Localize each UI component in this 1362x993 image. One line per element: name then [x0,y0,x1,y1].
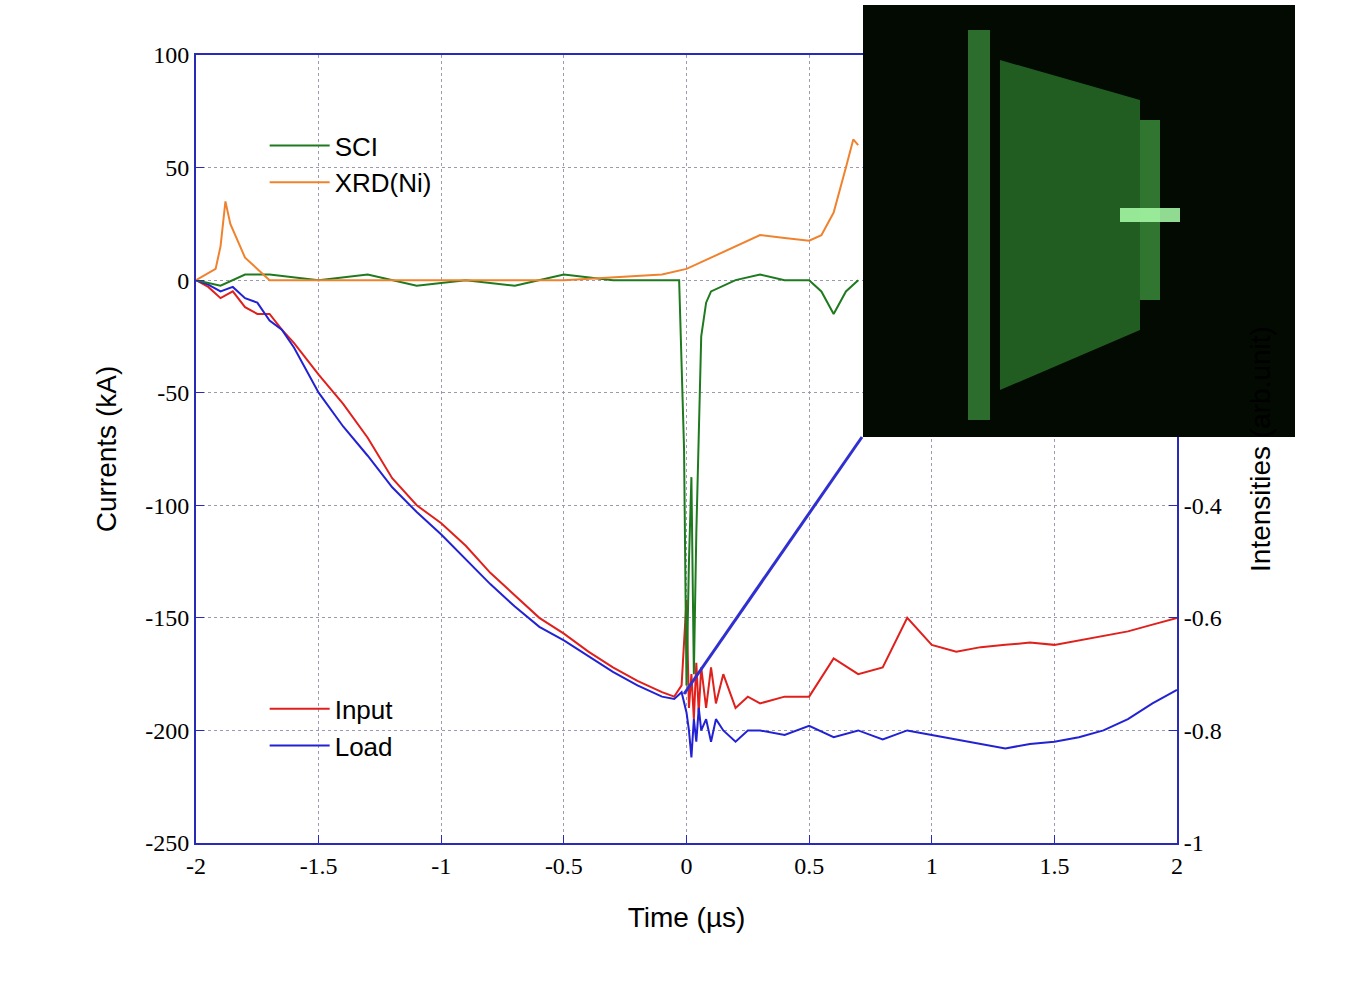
svg-text:-250: -250 [145,830,189,856]
svg-text:-2: -2 [186,853,206,879]
svg-text:-1.5: -1.5 [300,853,338,879]
svg-text:-0.8: -0.8 [1184,718,1222,744]
svg-text:Currents (kA): Currents (kA) [91,366,122,532]
svg-text:-1: -1 [1184,830,1204,856]
svg-text:Time (µs): Time (µs) [628,902,746,933]
svg-text:-0.5: -0.5 [545,853,583,879]
svg-text:SCI: SCI [335,132,378,162]
svg-text:-0.4: -0.4 [1184,493,1222,519]
svg-text:-150: -150 [145,605,189,631]
svg-text:-50: -50 [157,380,189,406]
svg-text:0.5: 0.5 [794,853,824,879]
svg-text:-0.6: -0.6 [1184,605,1222,631]
svg-text:-1: -1 [431,853,451,879]
svg-text:1.5: 1.5 [1039,853,1069,879]
svg-text:1: 1 [926,853,938,879]
svg-text:2: 2 [1171,853,1183,879]
svg-text:0: 0 [177,268,189,294]
svg-text:Input: Input [335,695,394,725]
svg-text:50: 50 [165,155,189,181]
svg-text:Intensities (arb.unit): Intensities (arb.unit) [1245,326,1276,572]
svg-text:XRD(Ni): XRD(Ni) [335,168,432,198]
svg-text:100: 100 [153,42,189,68]
svg-text:-200: -200 [145,718,189,744]
svg-text:-100: -100 [145,493,189,519]
svg-text:0: 0 [681,853,693,879]
svg-text:Load: Load [335,732,393,762]
